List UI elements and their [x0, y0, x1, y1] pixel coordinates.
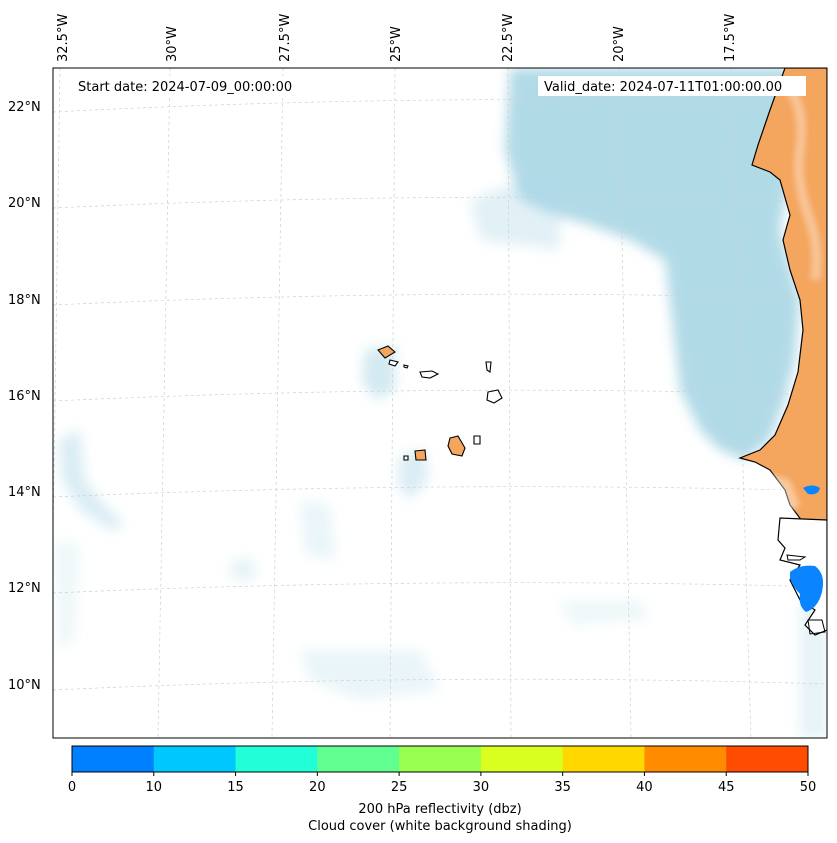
colorbar-segment	[153, 746, 237, 772]
lat-label: 22°N	[8, 100, 41, 115]
colorbar-segment	[644, 746, 727, 772]
valid-date-box: Valid_date: 2024-07-11T01:00:00.00	[538, 76, 806, 96]
colorbar-tick-label: 35	[554, 780, 571, 795]
lat-label: 18°N	[8, 293, 41, 308]
colorbar-segment	[480, 746, 564, 772]
latitude-labels: 22°N 20°N 18°N 16°N 14°N 12°N 10°N	[8, 100, 41, 693]
colorbar-tick-label: 40	[636, 780, 653, 795]
colorbar-tick-label: 30	[473, 780, 490, 795]
lat-label: 16°N	[8, 389, 41, 404]
colorbar-segment	[726, 746, 809, 772]
colorbar-ticks: 0 10 15 20 25 30 35 40 45 50	[68, 772, 816, 795]
cape-verde-islands	[377, 345, 503, 461]
colorbar-tick-label: 15	[227, 780, 244, 795]
lat-label: 14°N	[8, 485, 41, 500]
start-date-label: Start date: 2024-07-09_00:00:00	[78, 80, 292, 95]
colorbar-title: 200 hPa reflectivity (dbz)	[358, 802, 521, 817]
valid-date-label: Valid_date: 2024-07-11T01:00:00.00	[544, 80, 782, 95]
lat-label: 10°N	[8, 678, 41, 693]
colorbar-segments	[72, 746, 809, 772]
colorbar-tick-label: 50	[800, 780, 817, 795]
cloud-cover-shading	[55, 68, 827, 738]
reflectivity-echoes	[790, 485, 824, 612]
colorbar-tick-label: 20	[309, 780, 326, 795]
longitude-labels: 32.5°W 30°W 27.5°W 25°W 22.5°W 20°W 17.5…	[56, 14, 738, 62]
lon-label: 25°W	[389, 26, 404, 62]
lat-label: 12°N	[8, 581, 41, 596]
colorbar-segment	[562, 746, 645, 772]
colorbar-segment	[72, 746, 155, 772]
start-date-box: Start date: 2024-07-09_00:00:00	[72, 76, 310, 96]
lon-label: 22.5°W	[501, 14, 516, 62]
map-frame	[52, 67, 828, 739]
colorbar-tick-label: 25	[391, 780, 408, 795]
map-area: Start date: 2024-07-09_00:00:00 Valid_da…	[53, 68, 827, 738]
colorbar-segment	[399, 746, 482, 772]
lon-label: 17.5°W	[723, 14, 738, 62]
colorbar: 0 10 15 20 25 30 35 40 45 50 200 hPa reflectivity…	[68, 745, 816, 834]
colorbar-frame	[71, 745, 809, 773]
colorbar-segment	[317, 746, 400, 772]
colorbar-tick-label: 10	[146, 780, 163, 795]
colorbar-segment	[235, 746, 318, 772]
colorbar-tick-label: 45	[718, 780, 735, 795]
lon-label: 30°W	[165, 26, 180, 62]
lat-label: 20°N	[8, 196, 41, 211]
lon-label: 27.5°W	[278, 14, 293, 62]
graticule	[53, 68, 827, 738]
colorbar-subtitle: Cloud cover (white background shading)	[308, 819, 572, 834]
lon-label: 32.5°W	[56, 14, 71, 62]
colorbar-tick-label: 0	[68, 780, 76, 795]
lon-label: 20°W	[612, 26, 627, 62]
